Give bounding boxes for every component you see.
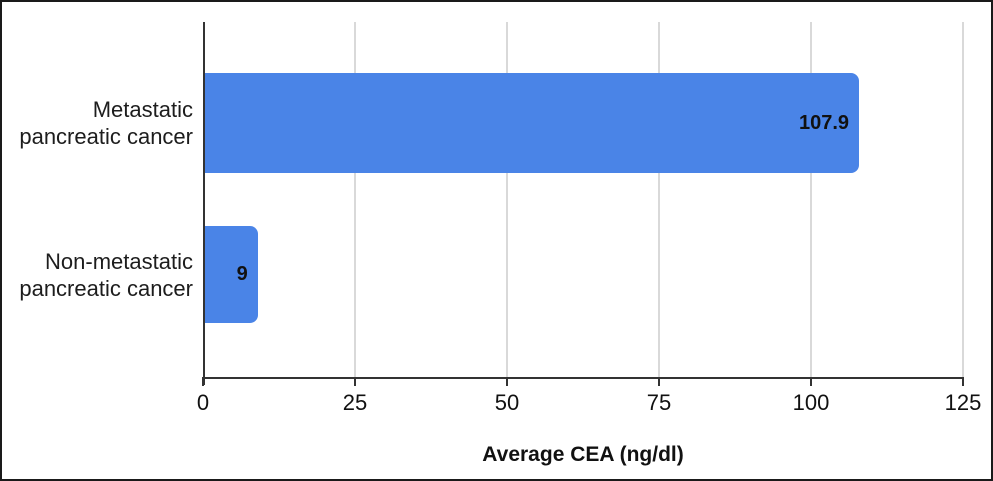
y-axis-line [203, 22, 205, 385]
category-label-line: pancreatic cancer [19, 124, 193, 149]
x-axis-tick [202, 377, 204, 386]
category-label-line: pancreatic cancer [19, 275, 193, 301]
x-tick-label: 25 [342, 390, 368, 415]
x-axis-tick [962, 377, 964, 386]
bar-metastatic: 107.9 [203, 73, 860, 173]
x-axis-tick [354, 377, 356, 386]
bar-value-label: 9 [236, 263, 248, 285]
gridline [658, 22, 660, 377]
gridline [810, 22, 812, 377]
plot-area: 107.9 9 [202, 22, 964, 386]
x-axis-title: Average CEA (ng/dl) [482, 443, 684, 466]
gridline [506, 22, 508, 377]
bar-value-label: 107.9 [798, 111, 850, 134]
x-axis-tick [810, 377, 812, 386]
gridline [354, 22, 356, 377]
x-axis-tick [658, 377, 660, 386]
x-axis-line [203, 377, 963, 379]
x-tick-label: 100 [792, 390, 830, 415]
x-tick-labels: 0 25 50 75 100 125 [197, 390, 981, 418]
x-tick-label: 75 [646, 390, 672, 415]
x-tick-label: 50 [494, 390, 520, 415]
x-axis-tick [506, 377, 508, 386]
bar-non-metastatic: 9 [203, 226, 258, 323]
category-label-non-metastatic: Non-metastatic pancreatic cancer [8, 226, 193, 323]
gridline [962, 22, 964, 377]
category-label-metastatic: Metastatic pancreatic cancer [8, 73, 193, 173]
x-tick-label: 125 [944, 390, 982, 415]
category-label-line: Metastatic [92, 97, 193, 122]
category-label-line: Non-metastatic [45, 248, 193, 274]
x-tick-label: 0 [196, 390, 210, 415]
